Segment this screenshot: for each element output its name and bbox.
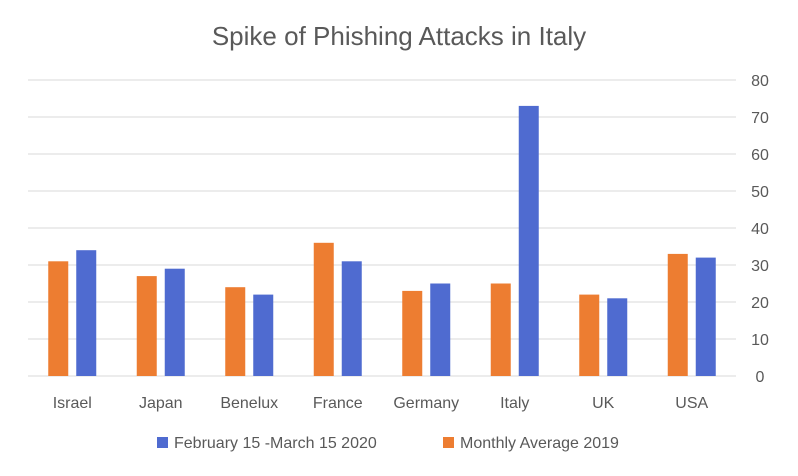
- y-tick-label: 50: [751, 184, 769, 201]
- x-category-label: France: [313, 395, 363, 412]
- bar-france-feb-mar-2020: [341, 261, 362, 376]
- gridlines: [28, 79, 736, 377]
- legend-swatch: [443, 437, 454, 448]
- legend: February 15 -March 15 2020 Monthly Averag…: [157, 435, 619, 452]
- bar-israel-monthly-average-2019: [48, 261, 69, 376]
- x-category-label: Germany: [393, 395, 459, 412]
- y-tick-label: 30: [751, 258, 769, 275]
- chart-title: Spike of Phishing Attacks in Italy: [212, 21, 586, 51]
- y-tick-label: 40: [751, 221, 769, 238]
- bar-italy-feb-mar-2020: [518, 105, 539, 377]
- legend-swatch: [157, 437, 168, 448]
- y-tick-label: 10: [751, 332, 769, 349]
- x-category-label: Israel: [53, 395, 92, 412]
- bar-italy-monthly-average-2019: [490, 283, 511, 376]
- x-category-label: UK: [592, 395, 615, 412]
- bar-uk-monthly-average-2019: [579, 294, 600, 376]
- y-tick-label: 0: [756, 369, 765, 386]
- bar-france-monthly-average-2019: [313, 242, 334, 376]
- bar-benelux-feb-mar-2020: [253, 294, 274, 376]
- y-axis-ticks: 0 10 20 30 40 50 60 70 80: [751, 73, 769, 386]
- y-tick-label: 20: [751, 295, 769, 312]
- y-tick-label: 70: [751, 110, 769, 127]
- bar-benelux-monthly-average-2019: [225, 287, 246, 376]
- x-category-label: Japan: [139, 395, 183, 412]
- legend-label: February 15 -March 15 2020: [174, 435, 377, 452]
- bar-usa-feb-mar-2020: [695, 257, 716, 376]
- bar-germany-feb-mar-2020: [430, 283, 451, 376]
- bar-germany-monthly-average-2019: [402, 290, 423, 376]
- bar-israel-feb-mar-2020: [76, 250, 97, 376]
- legend-label: Monthly Average 2019: [460, 435, 619, 452]
- x-category-label: Italy: [500, 395, 529, 412]
- y-tick-label: 80: [751, 73, 769, 90]
- x-category-label: USA: [675, 395, 708, 412]
- bar-japan-feb-mar-2020: [164, 268, 185, 376]
- bars: [48, 105, 716, 377]
- bar-uk-feb-mar-2020: [607, 298, 628, 376]
- bar-usa-monthly-average-2019: [667, 253, 688, 376]
- bar-japan-monthly-average-2019: [136, 276, 157, 376]
- x-category-label: Benelux: [220, 395, 278, 412]
- y-tick-label: 60: [751, 147, 769, 164]
- x-axis-categories: Israel Japan Benelux France Germany Italy UK US…: [53, 395, 709, 412]
